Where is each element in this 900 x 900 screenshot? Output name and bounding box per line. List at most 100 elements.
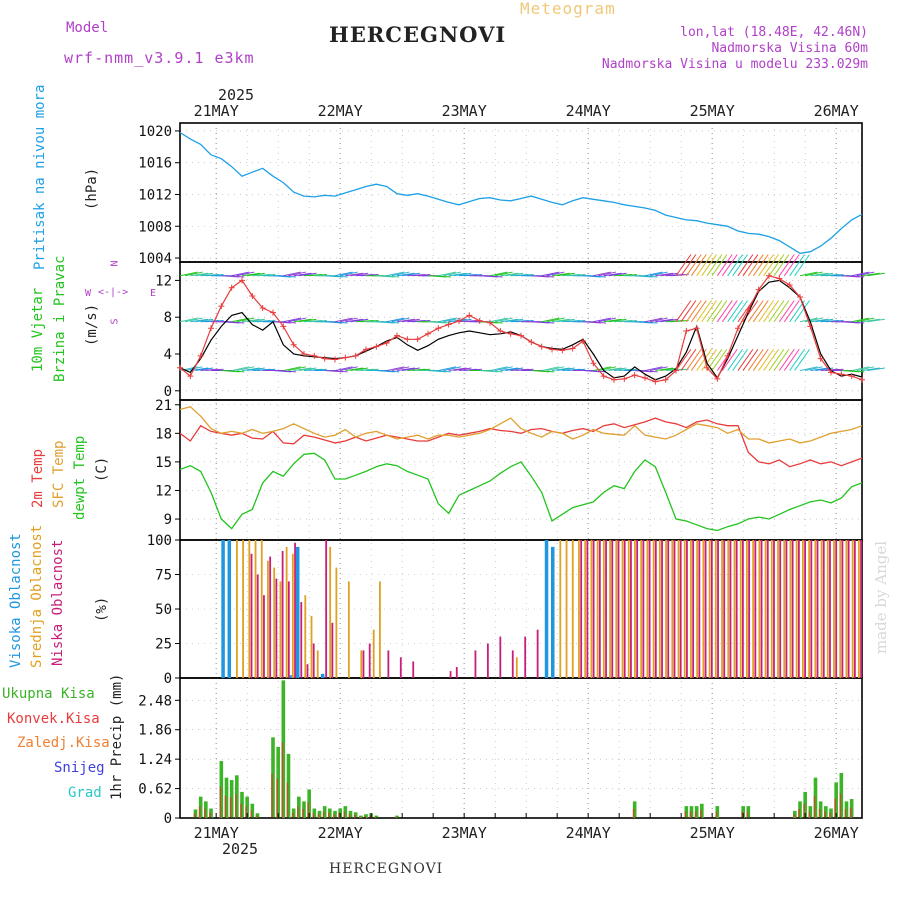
precip-bar bbox=[291, 808, 296, 818]
y-tick-label: 1.86 bbox=[138, 723, 172, 739]
wind-arrow bbox=[179, 317, 198, 323]
precip-bar bbox=[798, 801, 802, 818]
cloud-bar-mid bbox=[515, 657, 518, 678]
wind-arrow bbox=[226, 321, 245, 324]
wind-gust-marker bbox=[177, 364, 183, 371]
cloud-bar-low bbox=[331, 622, 334, 678]
panel-frame-precip bbox=[179, 677, 863, 819]
y-tick-label: 8 bbox=[164, 310, 172, 326]
wind-arrow bbox=[763, 348, 779, 371]
cloud-bar-mid bbox=[814, 540, 817, 678]
wind-gust-marker bbox=[518, 332, 524, 339]
wind-gust-marker bbox=[239, 277, 245, 284]
cloud-bar-low bbox=[623, 540, 626, 678]
wind-arrow bbox=[381, 275, 400, 278]
wind-arrow bbox=[758, 300, 774, 323]
wind-arrow bbox=[752, 254, 769, 277]
wind-arrow bbox=[706, 300, 723, 323]
wind-arrow bbox=[603, 367, 622, 372]
wind-arrow bbox=[453, 367, 472, 372]
y-tick-label: 12 bbox=[155, 483, 172, 499]
temp-line-0 bbox=[179, 417, 863, 468]
precip-bar bbox=[333, 810, 337, 818]
cloud-bar-high bbox=[550, 546, 555, 678]
wind-arrow bbox=[593, 271, 612, 277]
cloud-bar-mid bbox=[714, 540, 717, 678]
wind-arrow bbox=[515, 274, 534, 277]
wind-gust-marker bbox=[786, 282, 793, 288]
precip-bar bbox=[240, 791, 244, 818]
wind-arrow bbox=[747, 254, 764, 277]
precip-bar bbox=[741, 806, 745, 818]
wind-gust-marker bbox=[445, 321, 452, 328]
wind-arrow bbox=[644, 366, 663, 372]
wind-gust-marker bbox=[745, 306, 752, 313]
wind-arrow bbox=[345, 318, 364, 323]
precip-conv-bar bbox=[281, 742, 284, 818]
wind-arrow bbox=[758, 348, 774, 371]
cloud-bar-mid bbox=[316, 650, 319, 678]
wind-arrow bbox=[794, 348, 810, 371]
wind-arrow bbox=[727, 300, 743, 323]
wind-arrow bbox=[675, 348, 692, 371]
cloud-bar-low bbox=[368, 643, 371, 678]
wind-arrow bbox=[350, 367, 369, 372]
cloud-bar-low bbox=[362, 650, 365, 678]
y-tick-label: 0 bbox=[164, 384, 172, 400]
wind-arrow bbox=[277, 321, 296, 324]
wind-arrow bbox=[670, 274, 689, 277]
cloud-bar-low bbox=[791, 540, 794, 678]
wind-arrow bbox=[763, 300, 779, 323]
wind-gust-marker bbox=[208, 325, 214, 332]
precip-bar bbox=[364, 814, 368, 818]
precip-bar bbox=[297, 796, 301, 818]
cloud-bar-low bbox=[654, 540, 657, 678]
cloud-bar-mid bbox=[789, 540, 792, 678]
y-tick-label: 100 bbox=[147, 533, 172, 549]
cloud-bar-low bbox=[325, 540, 328, 678]
cloud-bar-low bbox=[810, 540, 813, 678]
cloud-bar-low bbox=[250, 553, 253, 678]
cloud-bar-mid bbox=[808, 540, 811, 678]
wind-arrow bbox=[536, 275, 555, 278]
precip-conv-bar bbox=[245, 806, 247, 818]
cloud-bar-low bbox=[524, 636, 527, 678]
cloud-bar-low bbox=[804, 540, 806, 678]
wind-gust-marker bbox=[280, 323, 287, 330]
cloud-bar-low bbox=[281, 551, 284, 678]
y-tick-label: 1012 bbox=[138, 187, 172, 203]
cloud-bar-mid bbox=[304, 595, 307, 678]
wind-gust-marker bbox=[859, 376, 865, 383]
wind-arrow bbox=[846, 321, 865, 324]
y-tick-label: 1.24 bbox=[138, 752, 172, 768]
year-bottom: 2025 bbox=[222, 840, 258, 858]
cloud-bar-low bbox=[717, 540, 719, 678]
wind-arrow bbox=[799, 366, 818, 372]
wind-speed-line bbox=[179, 279, 863, 381]
cloud-bar-low bbox=[306, 664, 309, 678]
cloud-bar-mid bbox=[590, 540, 593, 678]
wind-arrow bbox=[546, 366, 565, 372]
wind-arrow bbox=[778, 300, 795, 323]
cloud-bar-low bbox=[741, 540, 744, 678]
wind-gust-marker bbox=[673, 367, 679, 374]
cloud-bar-mid bbox=[752, 540, 755, 678]
wind-gust-marker bbox=[352, 352, 359, 359]
wind-arrow bbox=[639, 275, 658, 278]
precip-conv-bar bbox=[229, 797, 232, 818]
wind-arrow bbox=[593, 317, 612, 323]
y-tick-label: 9 bbox=[164, 512, 172, 528]
y-tick-label: 0 bbox=[164, 671, 172, 687]
wind-gust-marker bbox=[414, 336, 421, 343]
wind-gust-marker bbox=[683, 328, 690, 334]
wind-arrow bbox=[598, 366, 617, 372]
wind-arrow bbox=[298, 367, 317, 372]
cloud-bar-high bbox=[227, 540, 232, 678]
precip-bar bbox=[281, 680, 286, 818]
wind-arrow bbox=[655, 272, 674, 277]
wind-arrow bbox=[184, 317, 203, 323]
wind-arrow bbox=[737, 300, 754, 323]
wind-arrow bbox=[567, 274, 586, 277]
wind-arrow bbox=[298, 272, 317, 277]
wind-arrow bbox=[866, 367, 885, 372]
